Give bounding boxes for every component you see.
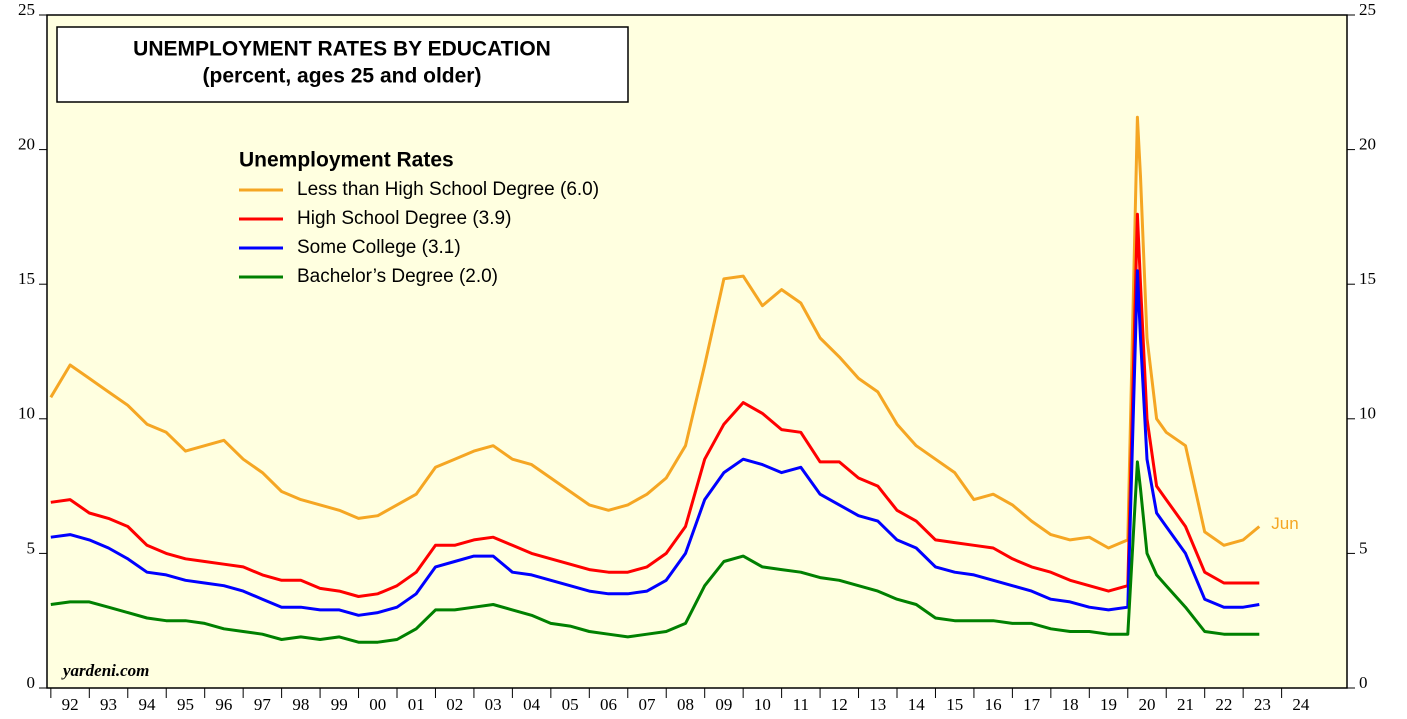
lines [49,115,1261,644]
series-line [50,269,1260,617]
source: yardeni.com [61,661,149,680]
x-tick-label: 08 [677,695,694,714]
title-box [56,26,629,103]
x-tick-label: 99 [331,695,348,714]
x-tick-label: 15 [946,695,963,714]
x-tick-label: 04 [523,695,541,714]
series-line [50,212,1260,598]
legend-label: Less than High School Degree (6.0) [297,179,599,200]
legend-title: Unemployment Rates [239,149,454,172]
legend-label: High School Degree (3.9) [297,208,511,229]
x-tick-label: 12 [831,695,848,714]
y-tick-label: 15 [18,269,35,288]
legend-label: Some College (3.1) [297,237,461,258]
y-tick-label: 10 [18,404,35,423]
x-tick-label: 14 [908,695,926,714]
x-tick-label: 21 [1177,695,1194,714]
x-tick-label: 19 [1100,695,1117,714]
x-tick-label: 96 [215,695,232,714]
x-tick-label: 06 [600,695,617,714]
x-tick-label: 23 [1254,695,1271,714]
annotation: Jun [1271,514,1298,533]
x-tick-label: 94 [139,695,157,714]
series-line [50,460,1260,644]
x-tick-label: 02 [446,695,463,714]
y2-tick-label: 25 [1359,0,1376,19]
x-tick-label: 97 [254,695,272,714]
y-tick-label: 0 [27,673,36,692]
chart-title: UNEMPLOYMENT RATES BY EDUCATION [133,38,551,61]
y2-tick-label: 5 [1359,538,1368,557]
x-tick-label: 22 [1215,695,1232,714]
y-tick-label: 25 [18,0,35,19]
chart-subtitle: (percent, ages 25 and older) [203,65,482,88]
x-tick-label: 92 [62,695,79,714]
x-tick-label: 17 [1023,695,1041,714]
series-line [49,115,1261,550]
x-tick-label: 01 [408,695,425,714]
x-tick-label: 93 [100,695,117,714]
x-tick-label: 09 [715,695,732,714]
legend-label: Bachelor’s Degree (2.0) [297,266,498,287]
x-tick-label: 98 [292,695,309,714]
y2-tick-label: 10 [1359,404,1376,423]
x-tick-label: 13 [869,695,886,714]
x-tick-label: 16 [985,695,1002,714]
x-tick-label: 95 [177,695,194,714]
x-tick-label: 11 [793,695,809,714]
x-tick-label: 03 [485,695,502,714]
y-tick-label: 20 [18,135,35,154]
plot-area [46,14,1348,689]
y2-tick-label: 0 [1359,673,1368,692]
x-tick-label: 07 [639,695,657,714]
x-tick-label: 05 [562,695,579,714]
x-tick-label: 24 [1292,695,1310,714]
x-tick-label: 00 [369,695,386,714]
x-tick-label: 10 [754,695,771,714]
y2-tick-label: 15 [1359,269,1376,288]
y2-tick-label: 20 [1359,135,1376,154]
y-tick-label: 5 [27,538,36,557]
x-tick-label: 20 [1139,695,1156,714]
x-tick-label: 18 [1062,695,1079,714]
